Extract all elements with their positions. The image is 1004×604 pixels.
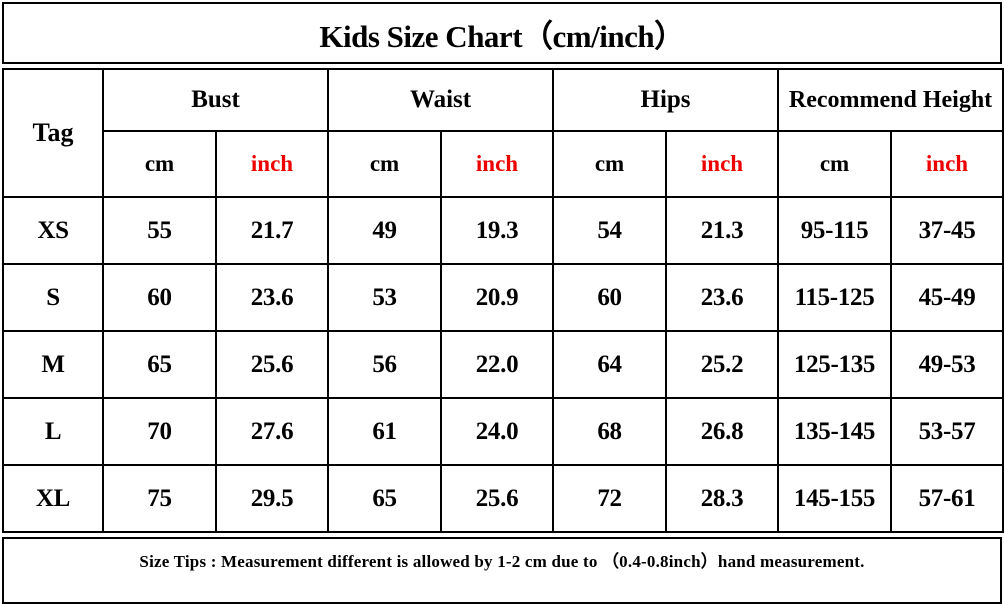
hips-cm-value: 68: [552, 397, 668, 466]
table-row-xl: XL 75 29.5 65 25.6 72 28.3 145-155 57-61: [2, 464, 1004, 533]
col-header-tag: Tag: [2, 68, 104, 198]
bust-cm-value: 55: [102, 196, 217, 265]
waist-inch-value: 25.6: [440, 464, 555, 533]
height-inch-value: 57-61: [890, 464, 1004, 533]
waist-cm-value: 49: [327, 196, 443, 265]
size-table: Tag Bust Waist Hips Recommend Height cm …: [2, 68, 1004, 533]
waist-cm-value: 53: [327, 263, 443, 332]
bust-inch-value: 23.6: [214, 263, 330, 332]
size-tag: M: [2, 330, 104, 399]
unit-header-hips-cm: cm: [552, 130, 668, 198]
col-header-recommend-height: Recommend Height: [777, 68, 1004, 132]
waist-cm-value: 65: [327, 464, 443, 533]
col-header-hips: Hips: [552, 68, 780, 132]
table-row-xs: XS 55 21.7 49 19.3 54 21.3 95-115 37-45: [2, 196, 1004, 265]
hips-cm-value: 72: [552, 464, 668, 533]
unit-header-bust-inch: inch: [214, 130, 330, 198]
chart-title-box: Kids Size Chart（cm/inch）: [2, 2, 1002, 64]
hips-inch-value: 25.2: [665, 330, 780, 399]
waist-inch-value: 20.9: [440, 263, 555, 332]
size-tag: XL: [2, 464, 104, 533]
bust-inch-value: 25.6: [214, 330, 330, 399]
waist-cm-value: 61: [327, 397, 443, 466]
hips-inch-value: 23.6: [665, 263, 780, 332]
height-inch-value: 37-45: [890, 196, 1004, 265]
height-cm-value: 135-145: [777, 397, 893, 466]
size-tag: S: [2, 263, 104, 332]
hips-inch-value: 26.8: [665, 397, 780, 466]
height-cm-value: 145-155: [777, 464, 893, 533]
size-tag: XS: [2, 196, 104, 265]
unit-header-height-cm: cm: [777, 130, 893, 198]
table-row-l: L 70 27.6 61 24.0 68 26.8 135-145 53-57: [2, 397, 1004, 466]
hips-cm-value: 54: [552, 196, 668, 265]
bust-inch-value: 27.6: [214, 397, 330, 466]
waist-inch-value: 19.3: [440, 196, 555, 265]
unit-header-waist-inch: inch: [440, 130, 555, 198]
bust-cm-value: 60: [102, 263, 217, 332]
bust-inch-value: 21.7: [214, 196, 330, 265]
group-header-row: Tag Bust Waist Hips Recommend Height: [2, 68, 1004, 198]
height-cm-value: 125-135: [777, 330, 893, 399]
waist-cm-value: 56: [327, 330, 443, 399]
size-tips-text: Size Tips : Measurement different is all…: [139, 552, 865, 571]
unit-header-bust-cm: cm: [102, 130, 217, 198]
hips-inch-value: 28.3: [665, 464, 780, 533]
col-header-bust: Bust: [101, 68, 330, 132]
height-inch-value: 53-57: [890, 397, 1004, 466]
height-cm-value: 95-115: [777, 196, 893, 265]
table-row-m: M 65 25.6 56 22.0 64 25.2 125-135 49-53: [2, 330, 1004, 399]
hips-cm-value: 60: [552, 263, 668, 332]
unit-header-height-inch: inch: [890, 130, 1004, 198]
bust-cm-value: 65: [102, 330, 217, 399]
size-tips-box: Size Tips : Measurement different is all…: [2, 537, 1002, 604]
hips-inch-value: 21.3: [665, 196, 780, 265]
hips-cm-value: 64: [552, 330, 668, 399]
waist-inch-value: 22.0: [440, 330, 555, 399]
col-header-waist: Waist: [327, 68, 555, 132]
bust-cm-value: 70: [102, 397, 217, 466]
unit-header-hips-inch: inch: [665, 130, 780, 198]
waist-inch-value: 24.0: [440, 397, 555, 466]
unit-header-waist-cm: cm: [327, 130, 443, 198]
page-title: Kids Size Chart（cm/inch）: [319, 18, 685, 54]
height-cm-value: 115-125: [777, 263, 893, 332]
height-inch-value: 49-53: [890, 330, 1004, 399]
bust-cm-value: 75: [102, 464, 217, 533]
height-inch-value: 45-49: [890, 263, 1004, 332]
table-row-s: S 60 23.6 53 20.9 60 23.6 115-125 45-49: [2, 263, 1004, 332]
size-tag: L: [2, 397, 104, 466]
bust-inch-value: 29.5: [214, 464, 330, 533]
unit-header-row: cm inch cm inch cm inch cm inch: [3, 130, 1004, 198]
